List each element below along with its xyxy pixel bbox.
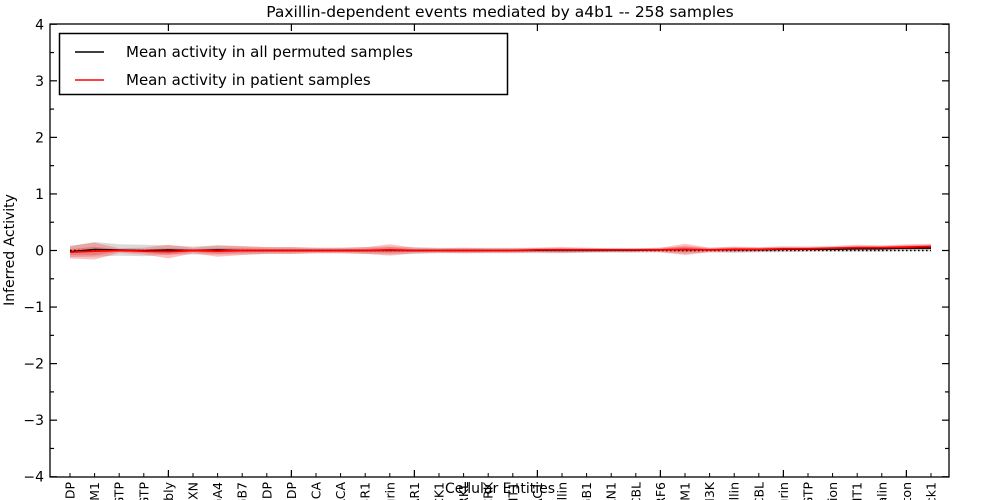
x-category-label: CBL [628, 482, 643, 500]
x-category-label: mol:GDP [63, 482, 78, 500]
x-category-label: alpha4/beta1 Integrin/Paxillin/GIT1 [850, 482, 865, 500]
x-category-label: CRKL [456, 482, 471, 500]
x-category-label: PI3K [702, 481, 717, 500]
x-category-label: Rac1/GDP [259, 482, 274, 500]
chart-title: Paxillin-dependent events mediated by a4… [266, 3, 734, 21]
x-category-label: p130Cas/Crk/Dock1 [924, 482, 939, 500]
x-category-label: BCAR1 [407, 482, 422, 500]
x-category-label: ITGA4 [210, 482, 225, 500]
x-category-label: alpha4/beta1 Integrin [776, 482, 791, 500]
x-category-label: DOCK1 [432, 482, 447, 500]
x-category-label: ITGB7 [235, 482, 250, 500]
legend-box [58, 32, 509, 96]
x-category-label: mol:GTP [136, 482, 151, 500]
x-category-label: alpha4/beta1 Integrin/Paxillin/Talin/Act… [899, 482, 914, 500]
x-category-label: alpha4/beta1 Integrin/Paxillin/VCAM1 [678, 482, 693, 500]
y-tick-label: 3 [35, 74, 44, 90]
x-category-label: alpha4/beta1 Integrin/Paxillin [727, 482, 742, 500]
x-category-label: lamellipodium assembly [161, 481, 176, 500]
x-category-label: GIT1 [505, 482, 520, 500]
legend: Mean activity in all permuted samples Me… [58, 32, 509, 96]
x-category-label: cell adhesion [825, 482, 840, 500]
x-category-label: alpha4/beta7 Integrin [382, 482, 397, 500]
x-category-label: RAC1 [530, 482, 545, 500]
line-layer [69, 245, 932, 254]
tick-label-layer: −4 −3 −2 −1 0 1 2 3 4 mol:GDP VCAM1 Rac1/GTP mol:GTP… [23, 17, 938, 500]
y-tick-label: 2 [35, 130, 44, 146]
x-category-label: PIK3R1 [358, 482, 373, 500]
x-category-label: ARF6/GDP [284, 482, 299, 500]
x-category-label: PXN [186, 482, 201, 500]
x-category-label: CRKL/CBL [751, 482, 766, 500]
x-category-label: ARF6/GTP [801, 482, 816, 500]
y-tick-label: −4 [23, 470, 44, 486]
y-tick-label: −2 [23, 357, 44, 373]
x-category-label: ARF6 [653, 482, 668, 500]
tick-layer [50, 23, 949, 478]
x-category-label: TLN1 [604, 482, 619, 500]
x-axis-label: Cellular Entities [445, 481, 555, 497]
x-category-label: CRK [481, 481, 496, 500]
y-tick-label: −1 [23, 300, 44, 316]
y-tick-label: 1 [35, 187, 44, 203]
y-tick-label: 4 [35, 17, 44, 33]
y-axis-label: Inferred Activity [2, 194, 18, 306]
legend-patient-label: Mean activity in patient samples [126, 71, 371, 89]
x-category-label: ITGB1 [579, 482, 594, 500]
x-category-label: alpha4/beta7 Integrin/Paxillin [555, 482, 570, 500]
y-tick-label: 0 [35, 244, 44, 260]
x-category-label: PIK3CA [309, 482, 324, 500]
x-category-label: PRKACA [333, 482, 348, 500]
legend-permuted-label: Mean activity in all permuted samples [126, 43, 413, 61]
x-category-label: Rac1/GTP [112, 482, 127, 500]
patient-mean-line [69, 245, 932, 254]
x-category-label: alpha4/beta1 Integrin/Paxillin/Talin [874, 482, 889, 500]
x-category-label: VCAM1 [87, 482, 102, 500]
y-tick-label: −3 [23, 413, 44, 429]
